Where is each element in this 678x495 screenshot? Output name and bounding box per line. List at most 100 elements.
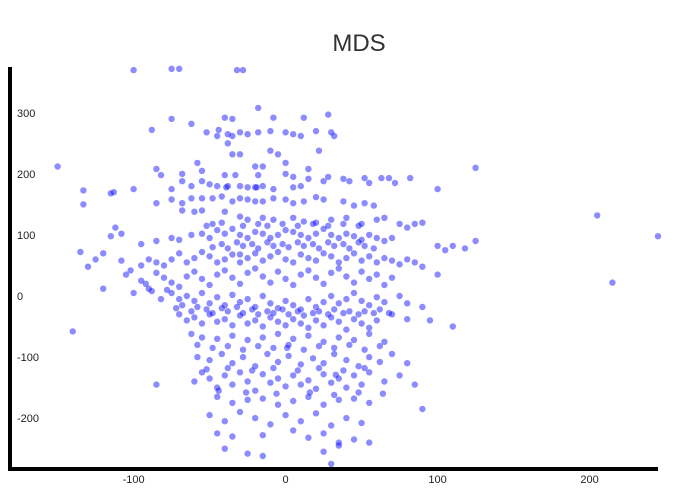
scatter-point: [274, 231, 282, 239]
scatter-point: [122, 271, 130, 278]
scatter-point: [198, 275, 206, 283]
scatter-point: [472, 237, 479, 245]
scatter-point: [434, 185, 441, 193]
scatter-point: [282, 383, 289, 390]
scatter-point: [183, 259, 190, 266]
scatter-point: [224, 364, 231, 372]
scatter-point: [285, 352, 292, 360]
scatter-point: [229, 132, 236, 140]
scatter-point: [346, 308, 353, 315]
scatter-point: [255, 311, 262, 318]
scatter-point: [297, 381, 304, 388]
scatter-point: [209, 244, 216, 251]
scatter-point: [320, 178, 327, 185]
scatter-point: [118, 257, 125, 264]
scatter-point: [361, 364, 368, 372]
scatter-point: [366, 231, 373, 239]
scatter-point: [218, 350, 225, 358]
scatter-point: [361, 242, 368, 250]
scatter-point: [376, 358, 383, 366]
scatter-point: [282, 170, 289, 178]
scatter-point: [198, 230, 206, 237]
scatter-point: [229, 322, 236, 329]
scatter-point: [358, 297, 365, 305]
scatter-point: [366, 179, 373, 187]
scatter-point: [320, 280, 327, 287]
scatter-point: [325, 239, 332, 246]
scatter-point: [381, 214, 388, 221]
scatter-point: [206, 311, 213, 318]
scatter-point: [290, 214, 297, 221]
x-tick-label: 0: [283, 474, 289, 486]
scatter-point: [385, 174, 393, 182]
scatter-point: [297, 306, 304, 313]
scatter-point: [168, 115, 175, 123]
scatter-point: [340, 175, 347, 182]
scatter-point: [300, 242, 307, 250]
scatter-point: [176, 65, 183, 73]
scatter-point: [312, 193, 320, 201]
scatter-point: [449, 242, 456, 250]
x-tick-label: -100: [123, 474, 145, 486]
scatter-point: [305, 295, 312, 303]
scatter-point: [340, 240, 347, 248]
scatter-point: [267, 127, 274, 135]
scatter-point: [179, 207, 186, 214]
scatter-point: [183, 292, 190, 300]
scatter-point: [259, 334, 266, 341]
scatter-point: [305, 332, 312, 339]
scatter-point: [194, 341, 201, 349]
scatter-point: [300, 198, 307, 205]
scatter-point: [285, 244, 292, 251]
y-tick-label: -100: [17, 352, 39, 364]
scatter-point: [191, 378, 198, 385]
scatter-point: [84, 263, 92, 270]
scatter-point: [297, 231, 304, 239]
scatter-point: [259, 257, 266, 264]
scatter-point: [229, 198, 236, 205]
scatter-point: [54, 163, 61, 170]
scatter-point: [388, 350, 396, 358]
scatter-point: [404, 256, 411, 263]
scatter-point: [264, 239, 271, 246]
scatter-point: [236, 151, 244, 158]
scatter-point: [153, 381, 160, 388]
scatter-point: [335, 439, 342, 446]
scatter-point: [355, 311, 362, 318]
scatter-point: [350, 202, 358, 209]
scatter-point: [209, 220, 216, 228]
scatter-point: [411, 259, 418, 266]
scatter-point: [335, 442, 342, 449]
scatter-point: [188, 308, 195, 315]
scatter-point: [214, 318, 221, 325]
scatter-point: [183, 317, 190, 324]
scatter-point: [244, 234, 251, 242]
scatter-point: [168, 256, 175, 263]
scatter-point: [229, 360, 236, 367]
scatter-point: [224, 182, 231, 190]
scatter-point: [198, 195, 206, 202]
scatter-point: [173, 305, 180, 312]
scatter-point: [153, 200, 160, 207]
scatter-point: [233, 66, 241, 74]
scatter-point: [244, 131, 251, 138]
scatter-point: [214, 132, 221, 140]
scatter-point: [419, 405, 426, 413]
scatter-point: [118, 230, 125, 237]
scatter-point: [163, 286, 171, 294]
scatter-point: [214, 294, 221, 301]
scatter-point: [206, 356, 213, 364]
scatter-point: [320, 401, 327, 408]
scatter-point: [350, 316, 358, 323]
scatter-point: [343, 356, 350, 364]
scatter-point: [320, 338, 327, 345]
scatter-point: [396, 292, 403, 300]
scatter-point: [361, 174, 368, 182]
scatter-point: [145, 285, 152, 292]
scatter-point: [343, 230, 350, 237]
scatter-point: [340, 220, 347, 228]
scatter-point: [442, 247, 449, 254]
scatter-point: [355, 239, 362, 246]
scatter-point: [239, 309, 247, 317]
scatter-point: [209, 195, 216, 202]
